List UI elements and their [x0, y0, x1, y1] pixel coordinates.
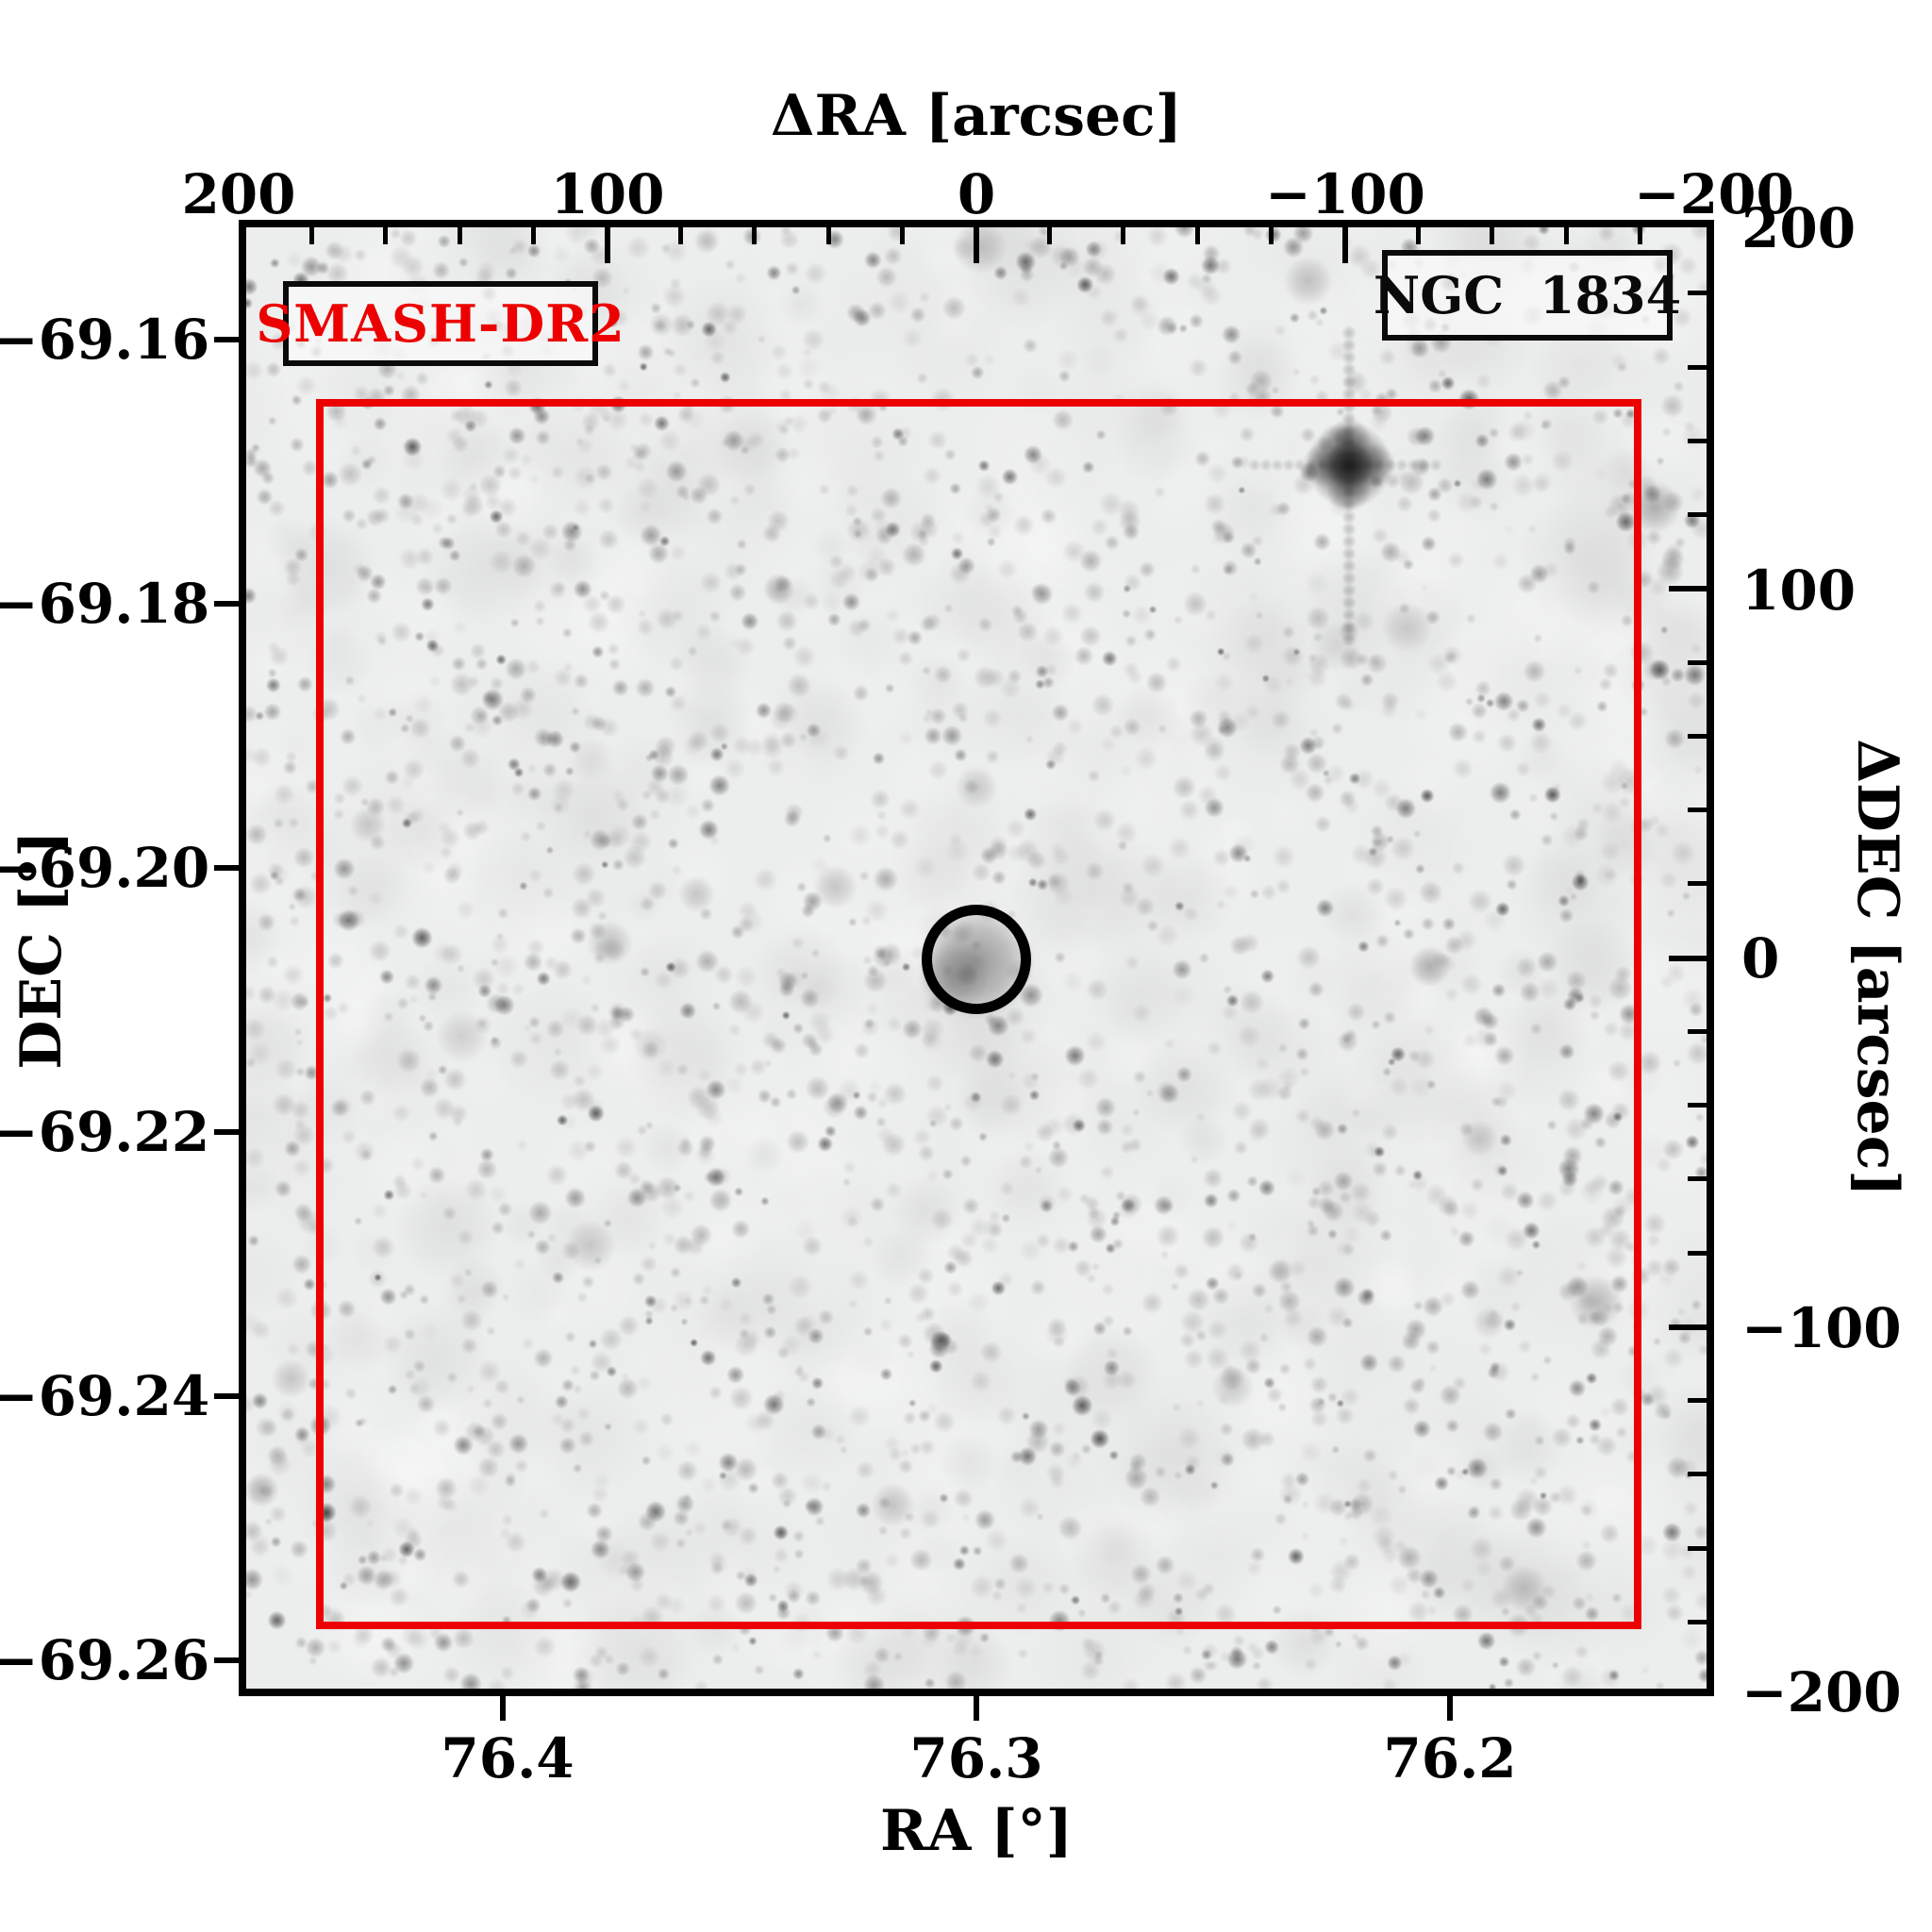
top-tick-label: −200 — [1634, 162, 1794, 226]
axis-tick — [1688, 438, 1707, 443]
bottom-tick-label: 76.4 — [441, 1726, 575, 1790]
axis-tick — [825, 227, 831, 244]
axis-tick — [1047, 227, 1053, 244]
axis-tick — [214, 1657, 239, 1664]
axis-tick — [899, 227, 905, 244]
axis-tick — [530, 227, 536, 244]
bottom-tick-label: 76.3 — [909, 1726, 1043, 1790]
top-tick-label: 100 — [550, 162, 665, 226]
axis-tick — [1688, 1250, 1707, 1256]
left-tick-label: −69.24 — [0, 1364, 210, 1428]
top-tick-label: −100 — [1265, 162, 1425, 226]
axis-tick — [752, 227, 758, 244]
survey-label-box: SMASH-DR2 — [256, 281, 625, 366]
axis-tick — [1688, 1398, 1707, 1403]
plot-frame: SMASH-DR2 NGC 1834 — [239, 220, 1714, 1696]
axis-tick — [1194, 227, 1200, 244]
axis-tick — [1688, 881, 1707, 887]
axis-tick — [1669, 586, 1707, 592]
right-tick-label: 200 — [1741, 196, 1857, 260]
right-axis-title: ΔDEC [arcsec] — [1844, 739, 1910, 1197]
bottom-tick-label: 76.2 — [1383, 1726, 1517, 1790]
axis-tick — [383, 227, 389, 244]
axis-tick — [1688, 291, 1707, 296]
axis-tick — [309, 227, 315, 244]
axis-tick — [974, 227, 979, 263]
axis-tick — [1416, 227, 1422, 244]
axis-tick — [1688, 808, 1707, 812]
axis-tick — [1688, 1176, 1707, 1182]
right-tick-label: −200 — [1741, 1660, 1902, 1724]
smash-footprint-box — [316, 399, 1641, 1629]
axis-tick — [1447, 1696, 1454, 1721]
top-tick-label: 200 — [181, 162, 296, 226]
axis-tick — [1688, 1103, 1707, 1108]
right-tick-label: −100 — [1741, 1296, 1902, 1360]
right-tick-label: 100 — [1741, 558, 1857, 623]
axis-tick — [1563, 227, 1569, 244]
axis-tick — [214, 1393, 239, 1400]
right-tick-label: 0 — [1741, 926, 1780, 991]
left-tick-label: −69.20 — [0, 836, 210, 900]
left-tick-label: −69.16 — [0, 308, 210, 372]
bottom-axis-title: RA [°] — [879, 1798, 1074, 1864]
axis-tick — [1121, 227, 1126, 244]
top-tick-label: 0 — [957, 162, 996, 226]
left-tick-label: −69.22 — [0, 1100, 210, 1164]
axis-tick — [1669, 955, 1707, 961]
axis-tick — [605, 227, 610, 263]
axis-tick — [1688, 1472, 1707, 1477]
axis-tick — [457, 227, 462, 244]
axis-tick — [1688, 659, 1707, 665]
left-tick-label: −69.26 — [0, 1628, 210, 1692]
axis-tick — [1688, 733, 1707, 739]
axis-tick — [214, 1129, 239, 1136]
axis-tick — [214, 601, 239, 608]
top-axis-title: ΔRA [arcsec] — [770, 83, 1183, 149]
axis-tick — [1688, 1028, 1707, 1034]
axis-tick — [1688, 512, 1707, 517]
survey-label: SMASH-DR2 — [256, 293, 625, 354]
axis-tick — [499, 1696, 506, 1721]
axis-tick — [214, 865, 239, 872]
axis-tick — [214, 337, 239, 343]
axis-tick — [1637, 227, 1642, 244]
object-label: NGC 1834 — [1373, 265, 1682, 325]
axis-tick — [1688, 1545, 1707, 1551]
axis-tick — [1688, 1619, 1707, 1624]
axis-tick — [1268, 227, 1274, 244]
axis-tick — [1342, 227, 1348, 263]
left-tick-label: −69.18 — [0, 572, 210, 636]
axis-tick — [1669, 1324, 1707, 1330]
object-label-box: NGC 1834 — [1374, 250, 1681, 341]
axis-tick — [1490, 227, 1495, 244]
axis-tick — [974, 1696, 979, 1721]
axis-tick — [678, 227, 684, 244]
axis-tick — [1688, 364, 1707, 370]
target-marker-circle — [922, 905, 1031, 1014]
